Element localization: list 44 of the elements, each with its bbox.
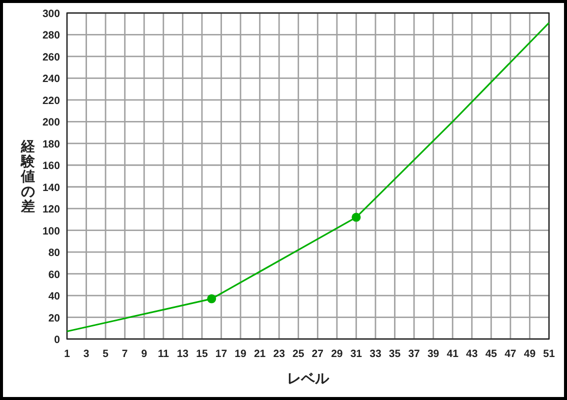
x-tick-label: 49 [524,348,536,360]
y-tick-label: 200 [42,116,60,129]
x-tick-label: 35 [388,348,401,360]
y-tick-label: 100 [42,225,60,238]
x-tick-label: 1 [64,348,70,360]
x-tick-label: 3 [83,348,90,360]
y-tick-label: 0 [54,334,60,346]
x-tick-label: 23 [273,348,286,360]
x-tick-label: 15 [196,348,208,360]
x-tick-label: 43 [466,348,478,360]
x-tick-label: 31 [350,348,362,360]
y-tick-label: 80 [48,247,60,260]
y-tick-label: 60 [48,268,60,281]
x-tick-label: 21 [254,348,266,360]
x-tick-label: 39 [427,348,440,360]
y-tick-label: 40 [48,290,60,303]
x-tick-label: 41 [446,348,459,360]
y-axis-title: 経験値の差 [20,138,36,214]
x-axis-title: レベル [287,370,330,386]
y-tick-label: 280 [42,30,60,42]
x-tick-label: 9 [141,348,148,360]
x-tick-label: 7 [122,348,128,360]
x-tick-label: 13 [176,348,189,360]
x-tick-label: 11 [158,348,170,360]
x-tick-label: 37 [408,348,420,360]
y-tick-label: 120 [42,204,60,216]
y-tick-label: 240 [42,73,60,86]
x-tick-label: 47 [504,348,516,360]
x-tick-label: 33 [370,348,382,360]
x-tick-label: 27 [312,348,324,360]
y-tick-label: 220 [42,94,60,107]
y-tick-label: 180 [42,138,60,150]
x-tick-label: 51 [543,348,555,360]
y-tick-label: 260 [42,51,60,64]
y-tick-label: 20 [48,312,60,324]
y-tick-label: 140 [42,182,60,194]
x-tick-label: 29 [331,348,343,360]
y-tick-label: 160 [42,160,60,172]
x-tick-label: 19 [234,348,247,360]
x-tick-label: 25 [292,348,304,360]
x-tick-label: 17 [215,348,228,360]
x-tick-label: 5 [102,348,109,360]
x-tick-label: 45 [485,348,498,360]
y-tick-label: 300 [42,8,60,20]
